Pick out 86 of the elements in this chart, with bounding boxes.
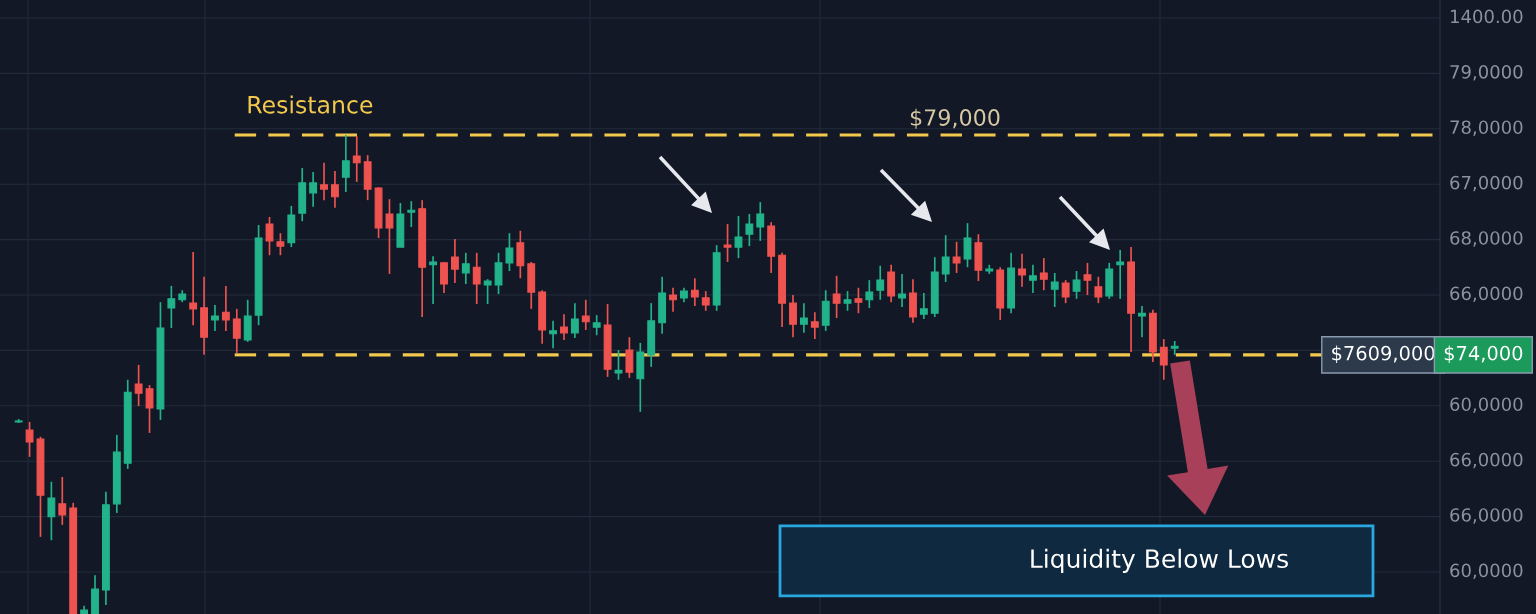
candlestick [832,274,841,319]
text: 60,0000 [1450,563,1523,580]
candlestick [799,302,808,334]
candlestick [1116,249,1125,300]
text: 79,0000 [1450,64,1523,81]
candlestick [549,320,557,349]
candlestick [690,277,699,307]
candlestick [919,292,928,320]
annotation: $79,000 [910,108,1000,129]
candlestick [560,313,568,341]
candlestick [963,222,972,269]
text: 60,0000 [1450,397,1523,413]
candlestick [614,349,623,381]
candlestick [723,223,732,263]
candlestick [1061,279,1070,304]
candlestick [1028,263,1037,294]
candlestick [265,216,274,257]
candlestick [909,278,917,324]
candlestick [440,261,448,294]
candlestick [189,251,198,326]
candlestick [450,238,459,284]
candlestick [331,170,339,209]
candlestick [789,294,797,338]
text: 1400.00 [1450,9,1523,24]
candlestick [167,285,176,329]
candlestick [461,251,470,285]
candlestick [47,480,56,542]
candlestick [320,161,328,201]
candlestick [494,251,503,295]
candlestick [352,135,361,183]
band-label: Liquidity Below Lows [1031,548,1288,573]
candlestick [887,263,896,304]
candlestick [134,364,143,407]
candlestick [1050,272,1059,308]
candlestick [592,314,601,337]
candlestick [1138,305,1146,338]
candlestick [810,311,819,340]
candlestick [483,278,492,305]
candlestick [309,171,318,208]
candlestick [243,298,252,343]
candlestick [1039,257,1048,292]
candlestick [232,308,241,354]
candlestick [876,264,885,301]
candlestick [843,290,852,312]
candlestick [669,286,677,313]
candlestick [701,290,710,312]
candlestick [581,298,590,331]
text: 67,0000 [1450,175,1523,192]
candlestick [1159,338,1168,381]
text: 66,0000 [1450,452,1523,469]
candlestick [1094,275,1103,304]
candlestick [385,198,394,275]
candlestick [1018,252,1026,288]
candlestick [25,421,34,458]
candlestick [276,232,285,257]
text: 66,0000 [1450,508,1523,524]
candlestick [472,251,481,305]
candlestick [941,234,950,283]
candlestick [1083,262,1092,296]
text: 68,0000 [1450,231,1523,247]
candlestick [407,200,416,228]
candlestick [734,215,743,259]
candlestick [1072,270,1081,300]
candlestick [341,134,350,193]
candlestick [952,240,961,274]
candlestick [221,285,230,332]
text: 66,0000 [1450,286,1523,303]
candlestick [854,286,863,315]
text: 78,0000 [1450,120,1523,136]
candlestick [865,279,874,309]
candlestick [1170,340,1179,356]
candlestick [58,476,67,526]
candlestick [745,213,754,247]
candlestick [570,302,579,339]
candlestick [516,229,525,280]
candlestick [756,201,765,242]
candlestick [505,232,514,272]
candlestick [211,304,219,332]
text: $74,000 [1444,345,1523,364]
candlestick [898,273,906,308]
candlestick [821,289,830,332]
candlestick [145,384,154,434]
ref-line-label: Resistance [248,95,373,114]
candlestick [625,336,634,379]
annotation: $7609,000 [1332,345,1435,364]
candlestick [429,255,438,305]
